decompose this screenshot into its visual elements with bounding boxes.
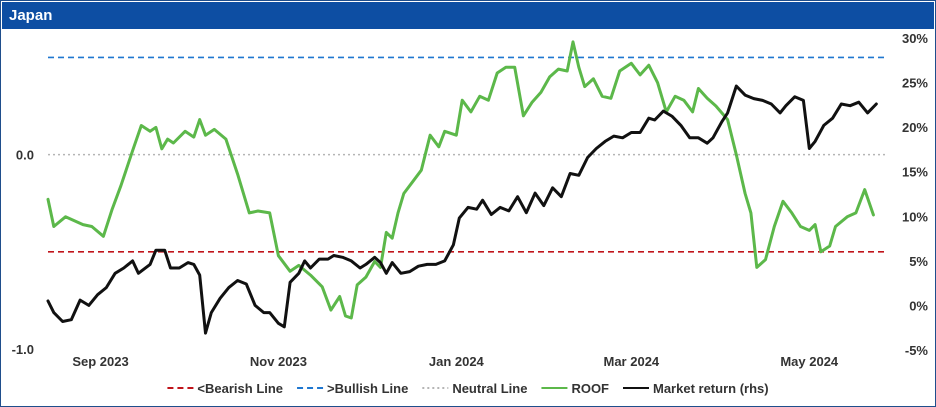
reference-lines — [48, 56, 888, 253]
legend: <Bearish Line >Bullish Line Neutral Line RO… — [167, 381, 769, 396]
legend-label: ROOF — [571, 381, 609, 396]
series-line-1 — [46, 84, 878, 335]
legend-label: Market return (rhs) — [653, 381, 769, 396]
y-right-tick-label: 5% — [909, 254, 928, 269]
panel-title: Japan — [9, 7, 53, 24]
series-line-0 — [46, 40, 875, 320]
x-tick-label: Nov 2023 — [250, 354, 307, 369]
y-right-tick-label: -5% — [905, 343, 929, 358]
y-right-tick-label: 30% — [902, 31, 928, 46]
legend-label: >Bullish Line — [327, 381, 408, 396]
y-right-tick-label: 20% — [902, 120, 928, 135]
y-right-tick-label: 15% — [902, 165, 928, 180]
series-lines — [46, 40, 878, 335]
x-tick-label: May 2024 — [780, 354, 839, 369]
y-left-tick-label: 0.0 — [16, 148, 34, 163]
y-right-tick-label: 0% — [909, 298, 928, 313]
x-tick-label: Jan 2024 — [429, 354, 485, 369]
legend-label: <Bearish Line — [197, 381, 283, 396]
x-tick-label: Sep 2023 — [72, 354, 128, 369]
panel-header: Japan — [2, 2, 934, 29]
x-tick-label: Mar 2024 — [604, 354, 660, 369]
x-axis: Sep 2023 Nov 2023 Jan 2024 Mar 2024 May 2024 — [72, 354, 839, 369]
y-right-tick-label: 10% — [902, 209, 928, 224]
y-axis-right: 30% 25% 20% 15% 10% 5% 0% -5% — [902, 31, 928, 358]
y-axis-left: 0.0 -1.0 — [12, 148, 34, 357]
y-left-tick-label: -1.0 — [12, 342, 34, 357]
legend-label: Neutral Line — [452, 381, 527, 396]
y-right-tick-label: 25% — [902, 76, 928, 91]
